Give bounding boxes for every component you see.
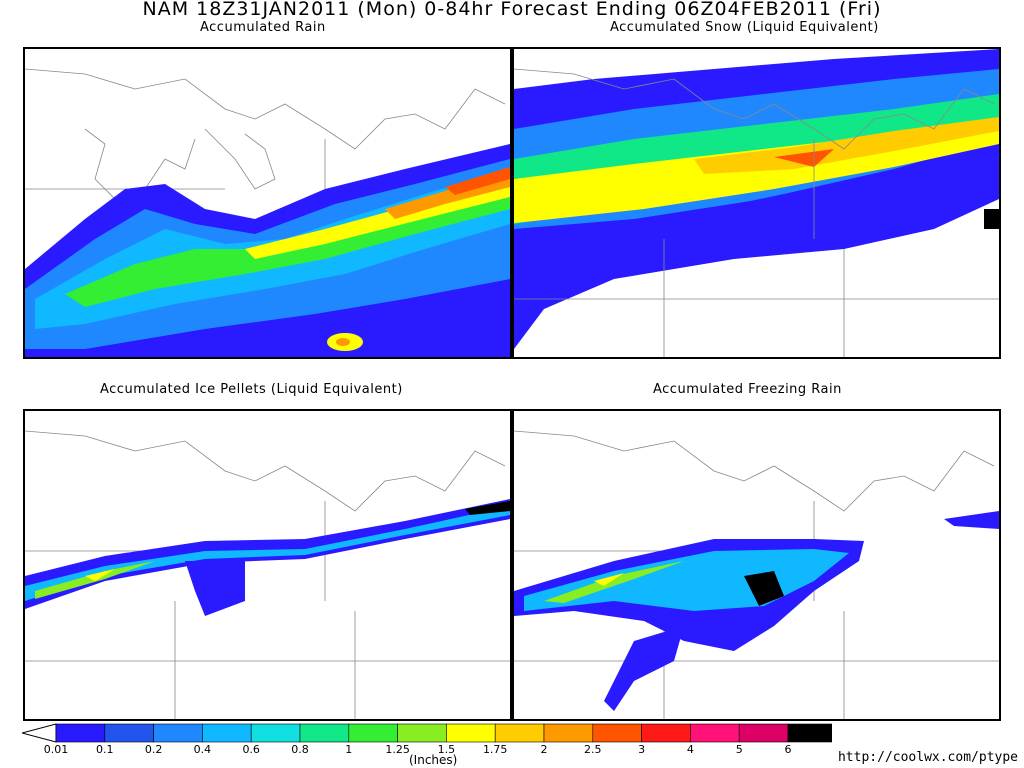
precip-colorbar bbox=[22, 723, 832, 743]
snow-fill bbox=[514, 49, 999, 349]
basemap-outlines bbox=[514, 68, 999, 357]
colorbar-units: (Inches) bbox=[409, 753, 458, 767]
ice-pellets-map bbox=[25, 430, 510, 719]
colorbar-swatch bbox=[299, 723, 350, 743]
colorbar-tail-left bbox=[22, 723, 57, 743]
colorbar-tick-label: 4 bbox=[686, 743, 694, 756]
colorbar-tick-label: 2 bbox=[540, 743, 548, 756]
freezing-rain-fill bbox=[514, 511, 999, 711]
colorbar-tick-label: 6 bbox=[784, 743, 792, 756]
colorbar-tick-label: 1 bbox=[345, 743, 353, 756]
ice-pellets-fill bbox=[25, 499, 510, 616]
colorbar-tick-label: 2.5 bbox=[584, 743, 602, 756]
map-title: NAM 18Z31JAN2011 (Mon) 0-84hr Forecast E… bbox=[142, 0, 882, 20]
colorbar-swatch bbox=[592, 723, 642, 743]
colorbar-swatch bbox=[690, 723, 740, 743]
colorbar-tick-label: 1.25 bbox=[385, 743, 410, 756]
rain-map bbox=[25, 68, 510, 357]
snow-map bbox=[514, 49, 999, 357]
colorbar-tick-label: 3 bbox=[638, 743, 646, 756]
ice-pellets-map-panel bbox=[23, 409, 512, 721]
panel-title-ice-pellets: Accumulated Ice Pellets (Liquid Equivale… bbox=[100, 382, 403, 397]
colorbar-swatches bbox=[22, 723, 832, 743]
colorbar-swatch bbox=[250, 723, 301, 743]
colorbar-swatch bbox=[153, 723, 203, 743]
colorbar-swatch bbox=[202, 723, 252, 743]
colorbar-swatch bbox=[787, 723, 832, 743]
colorbar-tick-label: 0.01 bbox=[43, 743, 69, 756]
colorbar-swatch bbox=[397, 723, 447, 743]
snow-map-panel bbox=[512, 47, 1001, 359]
colorbar-swatch bbox=[738, 723, 789, 743]
colorbar-tick-label: 0.4 bbox=[193, 743, 212, 756]
rain-map-panel bbox=[23, 47, 512, 359]
colorbar-tick-label: 0.8 bbox=[291, 743, 309, 756]
colorbar-swatch bbox=[348, 723, 398, 743]
colorbar-tick-label: 1.75 bbox=[482, 743, 508, 756]
colorbar-tick-label: 0.1 bbox=[96, 743, 114, 756]
colorbar-swatch bbox=[55, 723, 106, 743]
colorbar-swatch bbox=[446, 723, 496, 743]
colorbar-swatch bbox=[494, 723, 545, 743]
colorbar-tick-label: 0.6 bbox=[242, 743, 260, 756]
colorbar-tick-label: 1.5 bbox=[437, 743, 456, 756]
panel-title-rain: Accumulated Rain bbox=[200, 20, 326, 35]
colorbar-swatch bbox=[641, 723, 691, 743]
panel-title-snow: Accumulated Snow (Liquid Equivalent) bbox=[610, 20, 879, 35]
rain-fill bbox=[25, 144, 510, 357]
freezing-rain-map-panel bbox=[512, 409, 1001, 721]
panel-title-freezing-rain: Accumulated Freezing Rain bbox=[653, 382, 842, 397]
colorbar-tick-label: 0.2 bbox=[144, 743, 163, 756]
freezing-rain-map bbox=[514, 430, 999, 719]
source-url: http://coolwx.com/ptype bbox=[837, 750, 1018, 765]
colorbar-tick-label: 5 bbox=[735, 743, 743, 756]
colorbar-swatch bbox=[104, 723, 154, 743]
colorbar-swatch bbox=[543, 723, 594, 743]
